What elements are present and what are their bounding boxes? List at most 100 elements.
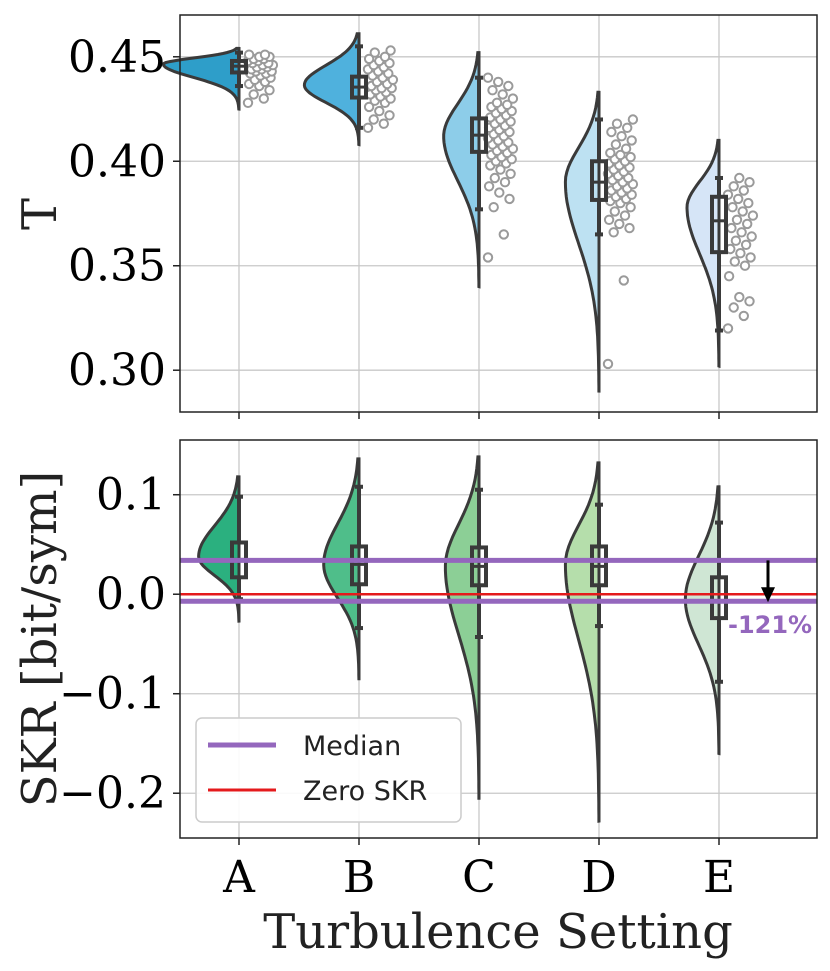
top-point-C [504,193,515,205]
x-tick-label-C: C [462,852,496,903]
top-point-C [498,229,509,240]
top-point-B [363,101,375,113]
top-point-C [491,97,503,109]
top-point-A [243,49,255,60]
top-point-E [730,235,742,246]
top-point-D [624,222,635,234]
top-group-D [563,90,639,393]
top-point-A [264,85,275,96]
top-point-B [385,45,396,56]
bottom-y-tick-label: 0.1 [96,470,166,521]
top-point-D [609,206,620,217]
bottom-y-tick-label: −0.2 [59,768,166,819]
top-group-B [302,32,399,147]
top-point-D [625,151,636,163]
top-point-E [737,206,748,217]
top-point-E [734,291,745,303]
top-point-E [728,302,739,313]
top-point-E [722,323,734,334]
top-point-C [482,252,494,263]
top-y-tick-label: 0.35 [68,241,166,292]
top-point-C [499,177,511,188]
top-point-C [494,187,505,198]
top-point-E [738,310,749,322]
bottom-axes-frame [179,439,818,839]
top-point-D [626,135,637,146]
reference-lines [180,557,817,604]
top-point-D [622,122,633,134]
bottom-group-C [443,455,488,800]
top-point-E [739,260,751,271]
bottom-E-box [710,575,728,621]
top-point-C [487,85,498,96]
bottom-violin-E [683,485,721,756]
top-y-tick-label: 0.30 [68,345,166,396]
top-point-C [489,172,500,184]
top-point-C [502,99,513,111]
bottom-y-tick-label: −0.1 [59,669,166,720]
top-point-E [740,239,752,251]
bottom-y-tick-label: 0.0 [96,569,166,620]
top-violin-A [161,46,241,111]
top-group-E [685,138,759,369]
bottom-group-D [563,461,608,823]
top-point-E [723,271,735,282]
top-point-D [610,139,622,150]
top-point-E [728,181,739,192]
top-point-A [258,93,269,104]
bottom-panel: -121% 0.1 0.0 −0.1 −0.2 A B C D E Median Zero S… [12,412,818,960]
top-point-C [507,93,519,104]
bottom-group-B [322,457,368,681]
top-point-A [248,89,259,100]
top-y-tick-label: 0.40 [68,136,166,187]
bottom-violin-B [322,457,361,681]
annotation-arrow-head [761,587,775,603]
top-point-D [625,202,636,213]
top-D-box [590,159,608,202]
top-point-C [503,80,514,92]
top-point-D [619,210,631,221]
top-point-B [362,122,374,134]
top-point-E [731,214,743,226]
top-point-E [738,185,749,196]
bottom-y-axis-label: SKR [bit/sym] [12,471,68,807]
top-point-C [505,168,516,180]
top-point-A [259,49,271,60]
top-point-D [620,143,632,154]
top-point-B [374,105,385,117]
top-y-axis-label: T [12,198,68,230]
top-point-E [745,252,756,263]
top-point-C [497,89,508,100]
top-point-D [606,126,617,138]
top-point-C [483,181,495,192]
top-group-C [442,51,519,289]
top-point-E [729,256,740,267]
top-violin-D [563,90,601,393]
x-tick-label-B: B [343,852,375,903]
top-point-D [608,227,619,238]
top-point-C [495,164,506,175]
top-point-B [384,110,395,121]
top-point-E [742,218,753,230]
top-point-D [614,218,625,230]
legend: Median Zero SKR [195,717,462,823]
top-point-A [242,97,254,109]
legend-median-label: Median [303,731,401,762]
top-y-tick-label: 0.45 [68,32,166,83]
x-tick-label-A: A [222,852,256,903]
top-point-D [618,275,629,286]
top-marks [161,32,759,393]
top-point-D [615,149,626,161]
top-point-B [368,114,379,125]
top-point-E [744,177,755,188]
top-point-E [736,227,747,238]
top-y-ticks: 0.30 0.35 0.40 0.45 [68,32,180,396]
annotation-text: -121% [728,611,812,639]
top-point-B [363,53,375,65]
top-point-B [378,118,389,129]
top-point-E [734,172,745,184]
top-panel: 0.30 0.35 0.40 0.45 T [12,14,818,413]
bottom-marks [197,455,728,823]
top-group-A [161,46,279,111]
